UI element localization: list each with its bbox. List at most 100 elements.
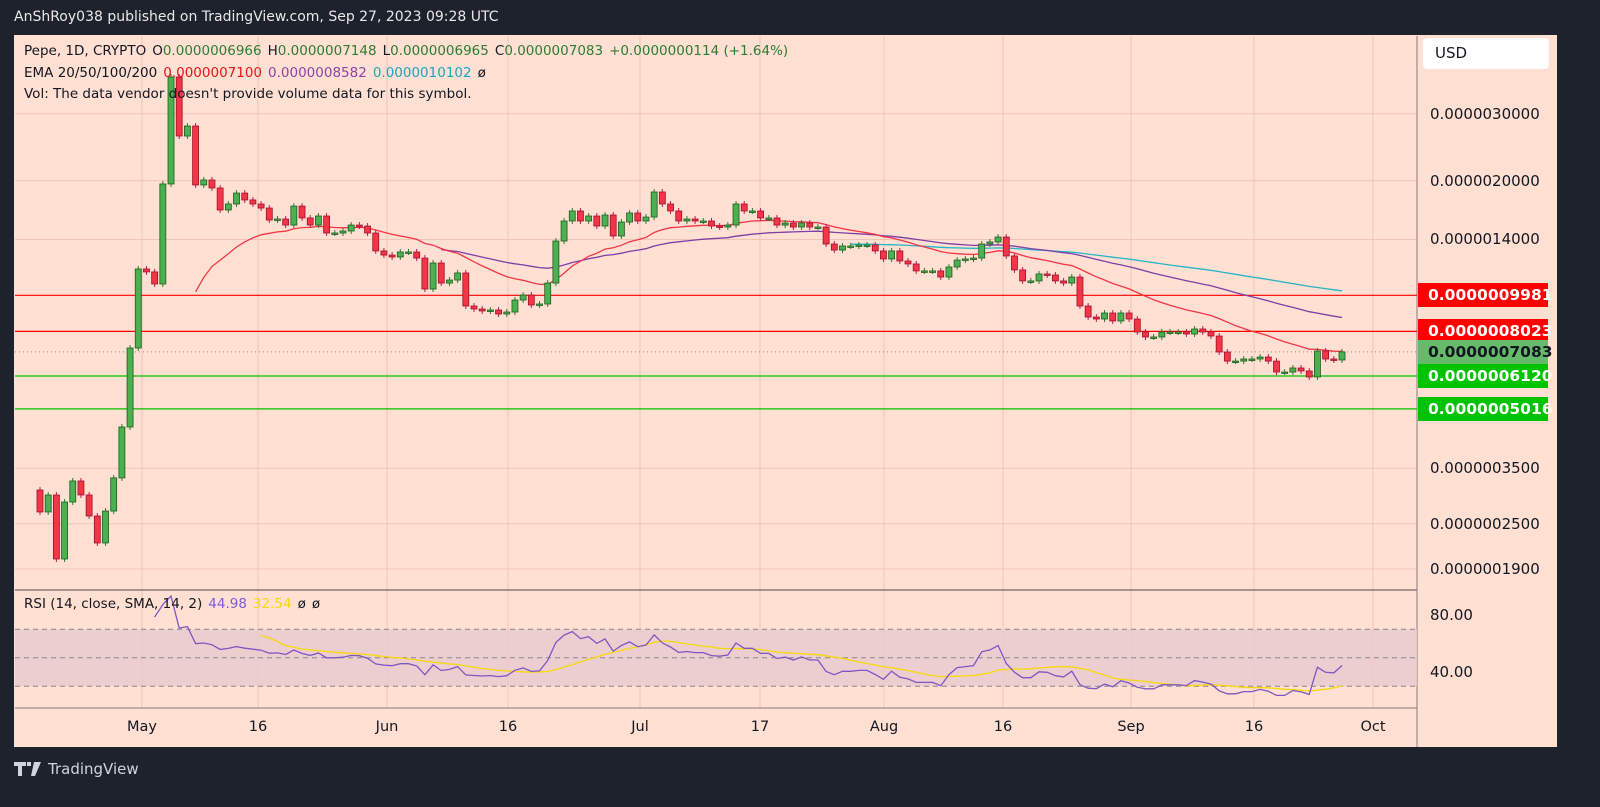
candle-down <box>658 191 666 205</box>
candle-down <box>151 271 159 285</box>
candle-up <box>601 214 609 227</box>
candle-down <box>1133 318 1141 333</box>
close-value: 0.0000007083 <box>504 43 604 59</box>
rsi-sma-line <box>260 634 1343 692</box>
candle-down <box>265 207 273 221</box>
candle-down <box>355 224 363 227</box>
candle-down <box>388 254 396 258</box>
candle-down <box>372 232 380 252</box>
candle-up <box>978 243 986 259</box>
candle-down <box>1215 335 1223 353</box>
time-tick-label: 17 <box>750 719 770 735</box>
ema50-value: 0.0000008582 <box>268 65 367 81</box>
candle-down <box>904 260 912 265</box>
ema100-value: 0.0000010102 <box>372 65 472 81</box>
candle-down <box>880 250 887 260</box>
rsi-extra-1: ø <box>297 596 306 612</box>
candle-up <box>167 76 175 185</box>
currency-button[interactable]: USD <box>1423 38 1549 69</box>
price-tick-label: 0.0000002500 <box>1430 514 1540 533</box>
candle-down <box>306 217 314 226</box>
ema-label[interactable]: EMA 20/50/100/200 <box>24 65 158 81</box>
rsi-tick-label: 80.00 <box>1430 606 1473 624</box>
price-level-badge: 0.0000007083 <box>1418 339 1553 364</box>
rsi-label[interactable]: RSI (14, close, SMA, 14, 2) <box>24 596 203 612</box>
high-value: 0.0000007148 <box>277 43 377 59</box>
symbol-label[interactable]: Pepe, 1D, CRYPTO <box>24 43 147 59</box>
candle-up <box>986 241 994 245</box>
candle-down <box>77 480 85 496</box>
candle-up <box>847 245 855 248</box>
high-label: H <box>267 43 278 59</box>
rsi-band-fill <box>15 629 1417 687</box>
candle-up <box>159 183 167 285</box>
price-tick-label: 0.0000001900 <box>1430 560 1540 579</box>
candle-down <box>1322 350 1330 360</box>
ema50-line <box>441 230 1343 319</box>
candle-down <box>822 226 830 245</box>
chart-frame <box>14 35 1557 747</box>
candle-up <box>1035 273 1043 282</box>
candle-up <box>1338 351 1346 361</box>
time-tick-label: 16 <box>1244 719 1264 735</box>
candle-up <box>118 426 126 479</box>
candle-down <box>1060 280 1067 284</box>
candle-down <box>609 214 617 237</box>
candle-up <box>44 494 52 513</box>
candle-up <box>888 250 896 260</box>
candle-down <box>282 218 290 226</box>
candle-down <box>437 262 445 284</box>
candle-down <box>85 494 93 517</box>
candle-up <box>102 510 109 544</box>
candle-up <box>183 125 191 137</box>
candle-up <box>642 216 650 222</box>
candle-down <box>36 489 44 513</box>
candle-down <box>1109 312 1117 322</box>
candle-down <box>380 250 388 256</box>
candle-down <box>757 210 765 219</box>
candle-up <box>1101 312 1108 320</box>
candle-up <box>290 205 298 226</box>
rsi-tick-label: 40.00 <box>1430 663 1473 681</box>
tradingview-logo[interactable]: TradingView <box>14 760 139 778</box>
candle-up <box>626 212 633 223</box>
time-tick-label: May <box>127 719 157 735</box>
ema100-line <box>850 243 1343 292</box>
candle-up <box>920 270 928 273</box>
time-tick-label: Aug <box>869 719 899 735</box>
candle-up <box>429 262 437 290</box>
candle-down <box>708 220 715 227</box>
time-tick-label: 16 <box>498 719 518 735</box>
candle-up <box>1240 358 1248 362</box>
candle-down <box>257 203 265 209</box>
candle-down <box>1183 331 1190 335</box>
candle-down <box>1297 367 1305 372</box>
candle-down <box>740 203 748 212</box>
candle-up <box>1256 356 1264 360</box>
price-level-badge: 0.0000005016 <box>1418 396 1553 421</box>
candle-up <box>1281 371 1289 374</box>
candle-down <box>175 76 183 137</box>
ema-legend: EMA 20/50/100/200 0.0000007100 0.000000858… <box>24 65 492 81</box>
candle-up <box>1150 336 1158 339</box>
candle-up <box>1117 312 1125 322</box>
candle-up <box>839 245 846 251</box>
candle-down <box>1330 358 1338 361</box>
candle-up <box>511 299 519 313</box>
candle-down <box>634 212 642 222</box>
candle-up <box>347 224 355 232</box>
candle-down <box>143 268 150 273</box>
candle-down <box>1019 269 1027 282</box>
candle-up <box>749 210 756 213</box>
candle-down <box>830 243 838 251</box>
candle-down <box>773 217 781 226</box>
candle-up <box>544 282 552 305</box>
candle-up <box>994 236 1002 243</box>
candle-up <box>200 179 208 186</box>
candle-down <box>413 251 421 259</box>
candle-up <box>814 226 822 229</box>
time-tick-label: Oct <box>1360 719 1386 735</box>
candle-down <box>1305 370 1313 378</box>
candle-up <box>1068 276 1076 284</box>
